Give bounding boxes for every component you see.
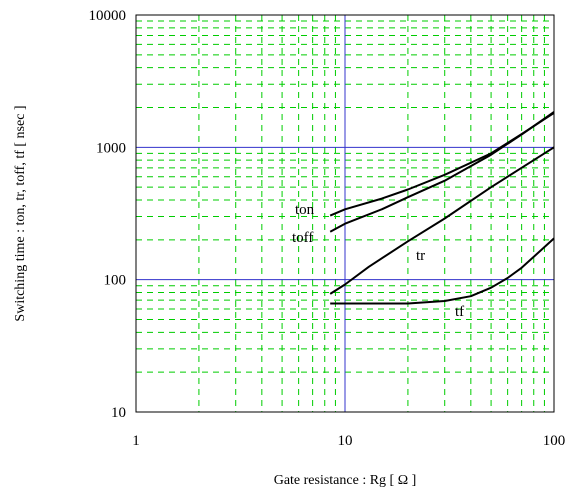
series-label-toff: toff <box>292 230 313 246</box>
y-tick-label: 10000 <box>89 8 127 24</box>
tick-labels: 1 10 100 10 100 1000 10000 <box>89 8 566 449</box>
series-label-tf: tf <box>455 304 464 320</box>
x-axis-title: Gate resistance : Rg [ Ω ] <box>274 473 417 488</box>
series-line-toff <box>329 111 555 233</box>
series-line-ton <box>329 112 555 217</box>
y-tick-label: 100 <box>104 273 127 289</box>
series-labels: ton toff tr tf <box>292 202 464 320</box>
major-grid <box>136 15 554 412</box>
x-tick-label: 100 <box>543 433 566 449</box>
series-line-tr <box>329 146 555 295</box>
y-tick-label: 10 <box>111 405 126 421</box>
x-tick-label: 1 <box>132 433 140 449</box>
x-tick-label: 10 <box>338 433 353 449</box>
series-label-ton: ton <box>295 202 315 218</box>
y-axis-title: Switching time : ton, tr, toff, tf [ nse… <box>13 105 28 321</box>
series-lines <box>329 111 555 305</box>
plot-frame <box>135 14 555 413</box>
series-line-tf <box>330 237 555 305</box>
y-tick-label: 1000 <box>96 140 126 156</box>
series-label-tr: tr <box>416 248 425 264</box>
